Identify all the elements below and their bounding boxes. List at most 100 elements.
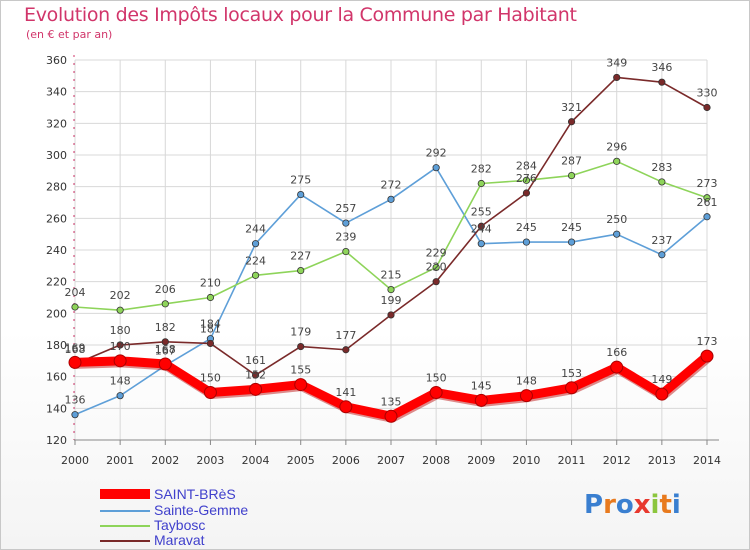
data-point-sainte-gemme (703, 213, 711, 221)
data-label-saint-bres: 145 (471, 379, 492, 392)
data-label-taybosc: 206 (155, 283, 176, 296)
data-label-saint-bres: 173 (697, 335, 718, 348)
data-label-sainte-gemme: 244 (245, 223, 266, 236)
data-label-saint-bres: 150 (426, 372, 447, 385)
data-point-taybosc (161, 300, 169, 308)
data-label-saint-bres: 135 (381, 395, 402, 408)
data-label-taybosc: 210 (200, 277, 221, 290)
data-label-maravat: 177 (335, 329, 356, 342)
data-point-maravat (206, 339, 215, 348)
y-tick-label: 180 (46, 339, 67, 352)
data-label-sainte-gemme: 245 (561, 221, 582, 234)
y-tick-label: 240 (46, 244, 67, 257)
data-label-sainte-gemme: 272 (381, 178, 402, 191)
data-label-saint-bres: 148 (516, 375, 537, 388)
x-tick-label: 2011 (558, 454, 586, 467)
y-tick-label: 280 (46, 181, 67, 194)
chart-subtitle: (en € et par an) (26, 28, 113, 41)
data-label-taybosc: 224 (245, 254, 266, 267)
y-tick-label: 140 (46, 402, 67, 415)
y-tick-label: 200 (46, 307, 67, 320)
x-tick-label: 2013 (648, 454, 676, 467)
data-point-maravat (387, 311, 395, 319)
logo-letter: P (584, 490, 604, 520)
data-point-saint-bres (700, 349, 714, 363)
data-label-maravat: 179 (290, 326, 311, 339)
data-label-maravat: 276 (516, 172, 537, 185)
data-label-sainte-gemme: 275 (290, 174, 311, 187)
data-point-saint-bres (113, 354, 127, 368)
data-point-saint-bres (429, 386, 443, 399)
data-label-sainte-gemme: 250 (606, 213, 627, 226)
x-tick-label: 2009 (467, 454, 495, 467)
data-point-taybosc (567, 171, 576, 180)
data-label-maravat: 180 (110, 324, 131, 337)
data-point-saint-bres (294, 378, 308, 392)
legend-label-maravat: Maravat (154, 532, 205, 548)
data-label-sainte-gemme: 148 (110, 375, 131, 388)
data-label-taybosc: 296 (606, 140, 627, 153)
legend-label-saint-bres: SAINT-BRèS (154, 486, 236, 502)
y-tick-label: 220 (46, 276, 67, 289)
x-tick-label: 2012 (603, 454, 631, 467)
data-point-sainte-gemme (116, 392, 124, 400)
y-tick-label: 320 (46, 117, 67, 130)
data-point-maravat (116, 341, 124, 349)
legend-swatch-taybosc (100, 525, 150, 527)
data-point-taybosc (342, 247, 350, 256)
data-point-taybosc (613, 157, 621, 165)
data-point-maravat (567, 118, 576, 126)
data-label-taybosc: 239 (335, 231, 356, 244)
data-label-taybosc: 282 (471, 163, 492, 176)
logo-letter: r (603, 490, 616, 520)
data-point-saint-bres (68, 355, 82, 369)
data-label-saint-bres: 152 (245, 368, 266, 381)
data-label-maravat: 199 (381, 294, 402, 307)
data-point-taybosc (522, 176, 531, 184)
data-point-taybosc (297, 266, 305, 275)
data-label-saint-bres: 149 (651, 373, 672, 386)
data-label-taybosc: 229 (426, 246, 447, 259)
y-tick-label: 260 (46, 212, 67, 225)
data-label-saint-bres: 153 (561, 367, 582, 380)
legend-swatch-saint-bres (100, 489, 150, 499)
data-point-saint-bres (158, 357, 172, 371)
logo-letter: i (650, 490, 660, 520)
y-tick-label: 120 (46, 434, 67, 447)
data-label-sainte-gemme: 244 (471, 223, 492, 236)
data-point-maravat (297, 342, 305, 351)
data-point-taybosc (251, 271, 260, 279)
y-tick-label: 300 (46, 149, 67, 162)
data-label-taybosc: 215 (381, 269, 402, 282)
data-point-maravat (703, 103, 711, 112)
x-tick-label: 2003 (196, 454, 224, 467)
data-point-sainte-gemme (342, 219, 350, 227)
x-tick-label: 2008 (422, 454, 450, 467)
data-label-maravat: 349 (606, 56, 627, 69)
data-point-maravat (432, 278, 440, 286)
data-point-taybosc (477, 179, 485, 188)
data-point-sainte-gemme (613, 230, 621, 238)
data-label-maravat: 255 (471, 205, 492, 218)
data-point-taybosc (206, 293, 215, 302)
data-point-saint-bres (655, 387, 669, 401)
data-label-sainte-gemme: 237 (651, 234, 672, 247)
logo-letter: t (659, 490, 672, 520)
data-point-saint-bres (565, 381, 579, 395)
x-tick-label: 2006 (332, 454, 360, 467)
y-tick-label: 360 (46, 54, 67, 67)
data-label-sainte-gemme: 245 (516, 221, 537, 234)
data-label-maravat: 168 (65, 343, 86, 356)
data-label-saint-bres: 168 (155, 343, 176, 356)
data-point-taybosc (387, 285, 395, 294)
data-label-sainte-gemme: 184 (200, 318, 221, 331)
data-point-sainte-gemme (297, 190, 305, 199)
data-point-taybosc (116, 306, 124, 314)
data-label-sainte-gemme: 292 (426, 147, 447, 160)
data-point-sainte-gemme (71, 411, 79, 419)
data-label-maravat: 181 (200, 322, 221, 335)
data-point-sainte-gemme (251, 240, 260, 248)
x-tick-label: 2002 (151, 454, 179, 467)
x-tick-label: 2000 (61, 454, 89, 467)
